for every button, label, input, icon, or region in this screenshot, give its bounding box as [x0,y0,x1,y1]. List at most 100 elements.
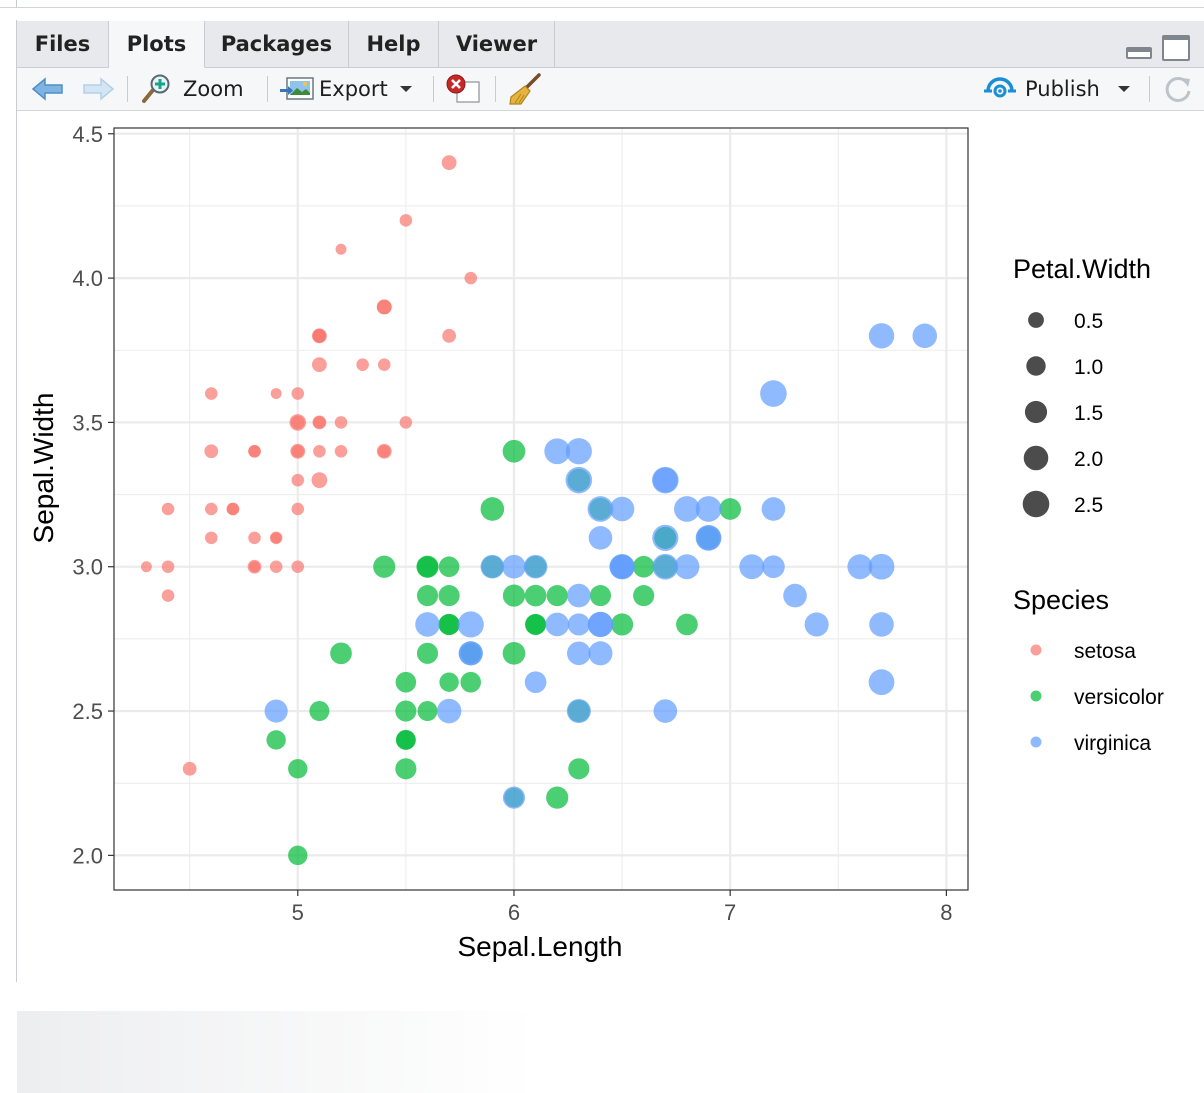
size-legend-key [1024,400,1048,424]
data-point-virginica [502,554,526,579]
clear-all-plots-button[interactable] [507,68,543,110]
export-button[interactable]: Export [279,68,412,110]
data-point-setosa [313,445,326,458]
data-point-virginica [674,554,700,580]
data-point-versicolor [676,613,698,636]
data-point-setosa [311,357,327,373]
data-point-setosa [291,560,305,573]
data-point-setosa [376,443,392,459]
tab-packages[interactable]: Packages [205,21,349,67]
data-point-virginica [695,524,722,551]
data-point-setosa [464,271,478,285]
data-point-versicolor [438,556,460,578]
data-point-versicolor [610,613,634,636]
size-legend-label: 1.0 [1074,356,1103,379]
data-point-virginica [868,323,895,349]
tab-viewer[interactable]: Viewer [439,21,555,67]
data-point-virginica [458,641,483,666]
data-point-setosa [334,445,348,458]
data-point-versicolor [395,758,417,780]
publish-button[interactable]: Publish [983,68,1130,110]
data-point-virginica [264,699,288,723]
publish-icon [984,77,1016,98]
data-point-versicolor [460,671,482,693]
scatter-plot: 2.0 2.5 3.0 3.5 4.0 4.5 5 6 7 8 Sepal.Length Sep… [28,122,1164,962]
chevron-down-icon [1117,86,1130,92]
species-legend-label: virginica [1074,732,1151,755]
data-point-setosa [334,416,348,429]
maximize-pane-button[interactable] [1162,35,1190,61]
data-point-versicolor [633,585,655,607]
data-point-virginica [567,583,591,608]
back-button[interactable] [31,68,65,110]
species-legend-label: setosa [1074,640,1136,663]
data-point-setosa [247,559,262,574]
data-point-setosa [312,415,327,430]
data-point-virginica [545,612,570,637]
x-axis-ticks: 5 6 7 8 [292,890,953,925]
tab-help[interactable]: Help [349,21,439,67]
refresh-button[interactable] [1163,68,1193,110]
data-point-versicolor [395,700,417,722]
data-point-versicolor [395,671,417,693]
data-point-virginica [502,786,526,809]
size-legend-label: 1.5 [1074,402,1103,425]
data-point-setosa [289,414,307,431]
data-point-setosa [182,761,197,776]
data-point-versicolor [266,730,286,750]
data-point-setosa [291,502,305,516]
data-point-virginica [588,641,613,666]
data-point-virginica [588,526,613,550]
data-point-virginica [912,323,938,349]
species-legend: Species setosa versicolor virginica [1013,585,1164,755]
chevron-down-icon [399,86,412,92]
pane-tabbar: Files Plots Packages Help Viewer [17,21,1204,68]
size-legend-label: 0.5 [1074,310,1103,333]
minimize-pane-button[interactable] [1126,47,1152,59]
data-point-versicolor [330,642,352,665]
y-tick-label: 2.0 [72,843,103,868]
data-point-versicolor [525,614,546,635]
data-point-versicolor [480,497,505,521]
data-point-virginica [565,438,592,465]
publish-label: Publish [1025,77,1100,101]
data-point-virginica [587,496,614,522]
data-point-setosa [442,328,457,343]
data-point-virginica [652,524,679,551]
x-tick-label: 6 [508,900,520,925]
data-point-virginica [609,554,635,579]
data-point-versicolor [416,642,439,664]
data-point-virginica [868,669,895,696]
y-tick-label: 3.0 [72,555,103,580]
data-point-setosa [270,388,282,400]
tab-plots[interactable]: Plots [109,21,205,68]
data-point-setosa [205,531,218,545]
plot-viewer: 2.0 2.5 3.0 3.5 4.0 4.5 5 6 7 8 Sepal.Length Sep… [17,111,1204,1093]
data-point-versicolor [502,439,526,463]
arrow-right-icon [83,77,115,101]
size-legend-key [1026,356,1046,376]
data-point-setosa [313,329,326,343]
data-point-setosa [205,502,218,516]
species-legend-key [1030,736,1042,748]
species-legend-key [1030,690,1042,702]
data-point-virginica [868,553,895,580]
forward-button[interactable] [81,68,115,110]
tab-files[interactable]: Files [17,21,109,67]
refresh-icon [1165,76,1191,102]
data-point-versicolor [719,498,742,520]
y-tick-label: 4.0 [72,266,103,291]
data-point-virginica [674,496,700,522]
size-legend-title: Petal.Width [1013,254,1151,284]
data-point-versicolor [309,701,330,722]
data-point-virginica [567,613,590,636]
size-legend-label: 2.5 [1074,494,1103,517]
data-point-setosa [377,358,391,371]
data-point-virginica [739,554,765,580]
data-point-virginica [804,612,829,637]
zoom-button[interactable]: Zoom [141,68,244,110]
data-point-setosa [399,214,413,227]
data-point-versicolor [417,701,438,722]
remove-plot-button[interactable] [445,68,481,110]
data-point-virginica [652,553,679,580]
